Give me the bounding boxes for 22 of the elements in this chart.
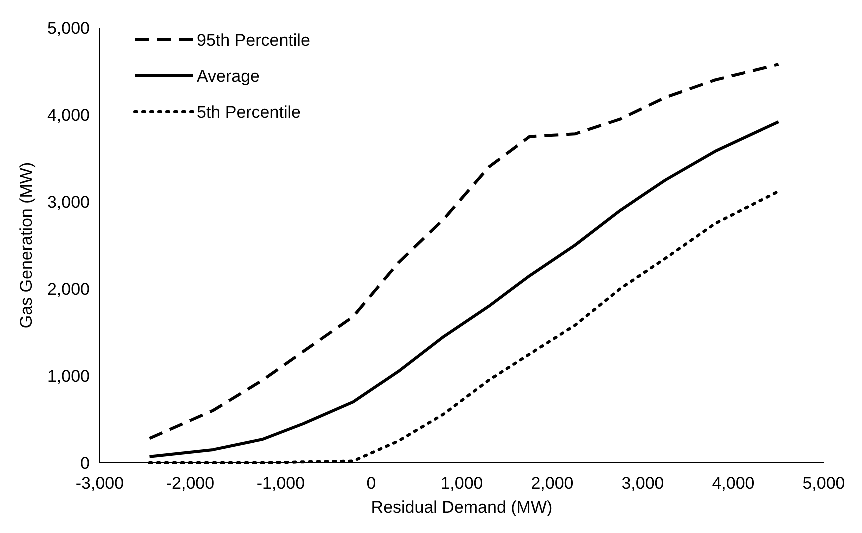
x-tick-label: 2,000 [531,474,574,493]
y-axis-title: Gas Generation (MW) [17,162,36,329]
x-tick-label: -3,000 [76,474,124,493]
x-tick-label: -2,000 [166,474,215,493]
y-tick-label: 4,000 [47,106,90,125]
legend-label: 5th Percentile [197,102,301,122]
y-tick-label: 1,000 [47,366,90,386]
x-tick-label: 1,000 [440,474,484,493]
legend-label: Average [197,66,260,86]
x-tick-label: 0 [366,474,376,493]
legend-label: 95th Percentile [197,30,310,50]
line-series [148,120,780,458]
x-tick-label: 3,000 [622,474,664,493]
x-tick-label: -1,000 [256,474,306,493]
y-tick-label: 0 [80,454,90,473]
y-tick-label: 5,000 [47,18,90,38]
x-tick-label: 4,000 [712,474,755,493]
x-tick-label: 5,000 [802,474,846,493]
y-tick-label: 3,000 [47,192,90,212]
line-series [148,63,780,440]
y-tick-label: 2,000 [47,280,90,299]
x-axis-title: Residual Demand (MW) [371,498,553,517]
